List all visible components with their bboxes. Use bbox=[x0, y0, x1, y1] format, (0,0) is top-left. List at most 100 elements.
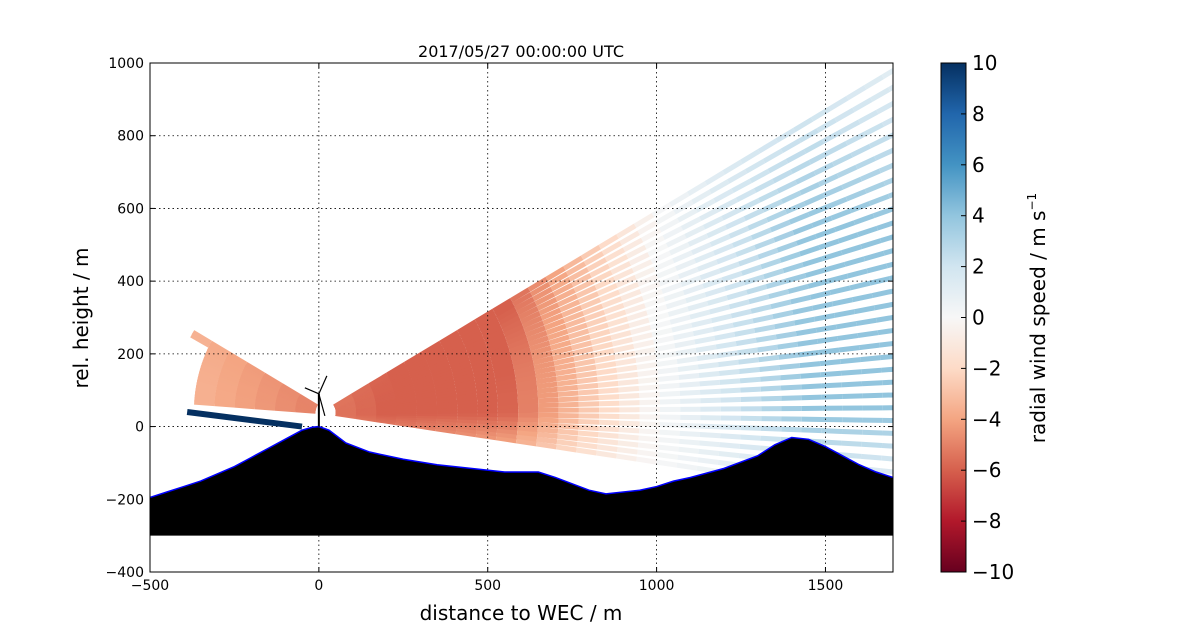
scan-cell bbox=[773, 230, 795, 243]
scan-cell bbox=[817, 335, 839, 344]
scan-cell bbox=[206, 345, 228, 361]
scan-cell bbox=[760, 375, 781, 382]
scan-cell bbox=[649, 319, 671, 330]
scan-cell bbox=[587, 322, 609, 334]
y-axis-ticks: −400 −200 0 200 400 600 800 1000 bbox=[106, 56, 893, 581]
scan-cell bbox=[504, 328, 526, 341]
scan-cell bbox=[455, 387, 477, 396]
scan-cell bbox=[577, 430, 599, 438]
scan-cell bbox=[699, 388, 721, 395]
scan-cell bbox=[535, 441, 557, 450]
scan-cell bbox=[297, 393, 319, 409]
scan-cell bbox=[709, 304, 731, 315]
scan-cell bbox=[775, 331, 797, 340]
scan-cell bbox=[555, 367, 577, 377]
scan-cell bbox=[659, 422, 681, 428]
scan-cell bbox=[492, 360, 514, 371]
scan-cell bbox=[914, 296, 934, 300]
scan-cell bbox=[455, 429, 477, 438]
scan-cell bbox=[687, 233, 709, 247]
scan-cell bbox=[470, 354, 491, 367]
scan-cell bbox=[907, 119, 925, 128]
chart-title: 2017/05/27 00:00:00 UTC bbox=[418, 42, 624, 61]
scan-cell bbox=[194, 396, 215, 404]
scan-cell bbox=[538, 302, 560, 316]
scan-cell bbox=[431, 367, 453, 379]
y-tick-label: 800 bbox=[117, 129, 144, 145]
scan-cell bbox=[722, 159, 743, 175]
scan-cell bbox=[734, 328, 756, 337]
scan-cell bbox=[781, 426, 802, 433]
scan-cell bbox=[702, 277, 724, 289]
scan-cell bbox=[740, 386, 761, 393]
scan-cell bbox=[713, 188, 734, 203]
scan-cell bbox=[433, 379, 455, 389]
scan-cell bbox=[831, 152, 853, 167]
scan-cell bbox=[633, 213, 655, 228]
scan-cell bbox=[492, 298, 513, 314]
scan-cell bbox=[686, 181, 708, 197]
scan-cell bbox=[484, 332, 506, 345]
scan-cell bbox=[426, 351, 447, 365]
scan-cell bbox=[517, 393, 539, 401]
scan-cell bbox=[467, 347, 489, 360]
scan-cell bbox=[720, 387, 741, 394]
scan-cell bbox=[837, 232, 859, 244]
colorbar-tick-label: −6 bbox=[972, 458, 1001, 482]
scan-cell bbox=[197, 373, 219, 384]
scan-cell bbox=[860, 355, 881, 363]
scan-cell bbox=[421, 340, 442, 356]
scan-cell bbox=[677, 364, 699, 372]
scan-cell bbox=[795, 170, 816, 185]
scan-cell bbox=[700, 397, 721, 404]
scan-cell bbox=[921, 352, 941, 354]
scan-cell bbox=[754, 237, 776, 250]
scan-cell bbox=[765, 278, 787, 290]
scan-cell bbox=[776, 179, 798, 194]
scan-cell bbox=[675, 347, 697, 357]
scan-cell bbox=[474, 377, 496, 387]
scan-cell bbox=[517, 403, 539, 409]
scan-cell bbox=[774, 320, 796, 330]
scan-cell bbox=[749, 168, 770, 184]
scan-cell bbox=[725, 216, 746, 230]
scan-cell bbox=[838, 345, 860, 353]
colorbar-label-text: radial wind speed / m s bbox=[1026, 211, 1050, 444]
colorbar-label: radial wind speed / m s−1 bbox=[1025, 193, 1050, 443]
scan-cell bbox=[659, 398, 681, 405]
scan-cell bbox=[555, 288, 576, 302]
scan-cell bbox=[760, 385, 782, 392]
scan-cell bbox=[687, 300, 709, 312]
scan-cell bbox=[517, 425, 538, 433]
scan-cell bbox=[476, 312, 497, 328]
scan-cell bbox=[923, 236, 943, 242]
scan-cell bbox=[497, 419, 518, 427]
scan-cell bbox=[634, 266, 656, 280]
scan-cell bbox=[679, 430, 701, 438]
scan-cell bbox=[896, 314, 916, 317]
scan-cell bbox=[840, 452, 862, 459]
scan-cell bbox=[435, 390, 457, 399]
scan-cell bbox=[801, 394, 822, 401]
scan-cell bbox=[748, 294, 770, 305]
scan-cell bbox=[598, 400, 620, 407]
near-ground-beam-line bbox=[186, 409, 303, 430]
colorbar-tick-label: 10 bbox=[972, 51, 997, 75]
scan-cell bbox=[497, 399, 519, 406]
x-tick-label: −500 bbox=[131, 578, 169, 594]
scan-cell bbox=[903, 394, 923, 395]
scan-cell bbox=[618, 281, 640, 295]
scan-cell bbox=[485, 336, 507, 349]
scan-cell bbox=[456, 426, 477, 434]
scan-cell bbox=[676, 462, 698, 471]
scan-cell bbox=[792, 223, 814, 236]
scan-cell bbox=[799, 182, 821, 196]
scan-cell bbox=[899, 155, 918, 163]
scan-cell bbox=[427, 356, 449, 370]
scan-cell bbox=[615, 357, 637, 367]
scan-cell bbox=[718, 369, 740, 376]
scan-cell bbox=[824, 261, 846, 273]
scan-cell bbox=[862, 392, 883, 399]
scan-cell bbox=[837, 333, 859, 341]
scan-cell bbox=[594, 276, 616, 290]
